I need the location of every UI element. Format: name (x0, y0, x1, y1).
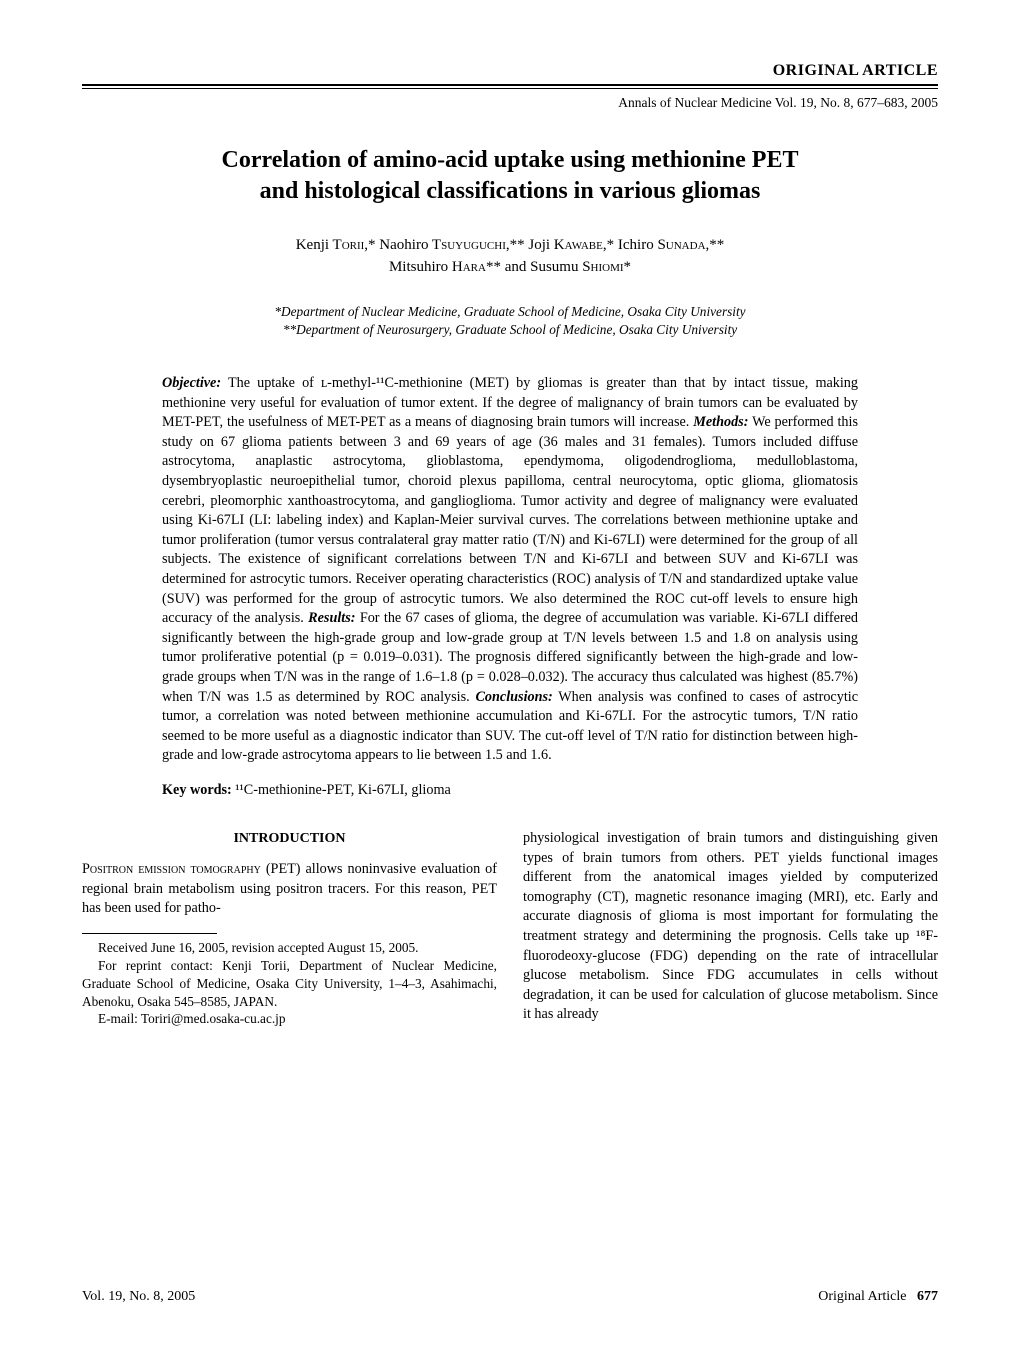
header: ORIGINAL ARTICLE Annals of Nuclear Medic… (82, 62, 938, 111)
title-line-2: and histological classifications in vari… (260, 178, 761, 204)
intro-paragraph-right: physiological investigation of brain tum… (523, 829, 938, 1025)
page-footer: Vol. 19, No. 8, 2005 Original Article 67… (82, 1289, 938, 1305)
authors-block: Kenji Torii,* Naohiro Tsuyuguchi,** Joji… (82, 235, 938, 279)
author-text: ,** (706, 237, 725, 253)
abstract-block: Objective: The uptake of ʟ-methyl-¹¹C-me… (162, 374, 858, 766)
affiliation-1: *Department of Nuclear Medicine, Graduat… (82, 303, 938, 322)
abstract-methods-text: We performed this study on 67 glioma pat… (162, 414, 858, 626)
left-column: INTRODUCTION Positron emission tomograph… (82, 829, 497, 1028)
right-column: physiological investigation of brain tum… (523, 829, 938, 1028)
abstract-results-label: Results: (308, 610, 355, 626)
journal-citation: Annals of Nuclear Medicine Vol. 19, No. … (82, 95, 938, 111)
abstract-methods-label: Methods: (693, 414, 748, 430)
header-rule-thick (82, 84, 938, 86)
footnote-received: Received June 16, 2005, revision accepte… (82, 939, 497, 957)
article-title: Correlation of amino-acid uptake using m… (82, 145, 938, 207)
footnote-rule (82, 933, 217, 934)
footnote-email: E-mail: Toriri@med.osaka-cu.ac.jp (82, 1010, 497, 1028)
author-surname: hiomi (591, 259, 624, 275)
introduction-heading: INTRODUCTION (82, 829, 497, 848)
author-text: ,* Ichiro S (603, 237, 666, 253)
author-text: Kenji T (296, 237, 342, 253)
author-surname: awabe (565, 237, 603, 253)
keywords-text: ¹¹C-methionine-PET, Ki-67LI, glioma (232, 782, 451, 798)
affiliation-2: **Department of Neurosurgery, Graduate S… (82, 321, 938, 340)
footer-right: Original Article 677 (818, 1289, 938, 1305)
author-surname: orii (342, 237, 365, 253)
author-text: Mitsuhiro H (389, 259, 463, 275)
affiliations-block: *Department of Nuclear Medicine, Graduat… (82, 303, 938, 340)
author-surname: ara (463, 259, 486, 275)
keywords-block: Key words: ¹¹C-methionine-PET, Ki-67LI, … (162, 782, 858, 799)
intro-lead-smallcaps: Positron emission tomography (82, 861, 261, 877)
keywords-label: Key words: (162, 782, 232, 798)
author-surname: suyuguchi (441, 237, 506, 253)
footer-left: Vol. 19, No. 8, 2005 (82, 1289, 195, 1305)
author-text: ** and Susumu S (486, 259, 591, 275)
footnote-contact: For reprint contact: Kenji Torii, Depart… (82, 957, 497, 1010)
intro-paragraph-left: Positron emission tomography (PET) allow… (82, 860, 497, 919)
header-rule-thin (82, 88, 938, 89)
footer-right-label: Original Article (818, 1289, 906, 1304)
abstract-conclusions-label: Conclusions: (475, 689, 552, 705)
article-type: ORIGINAL ARTICLE (82, 62, 938, 84)
title-line-1: Correlation of amino-acid uptake using m… (222, 147, 799, 173)
author-text: ,* Naohiro T (364, 237, 441, 253)
footer-page-number: 677 (917, 1289, 938, 1304)
abstract-objective-label: Objective: (162, 375, 221, 391)
author-text: ,** Joji K (506, 237, 565, 253)
author-text: * (624, 259, 632, 275)
author-surname: unada (666, 237, 706, 253)
body-columns: INTRODUCTION Positron emission tomograph… (82, 829, 938, 1028)
